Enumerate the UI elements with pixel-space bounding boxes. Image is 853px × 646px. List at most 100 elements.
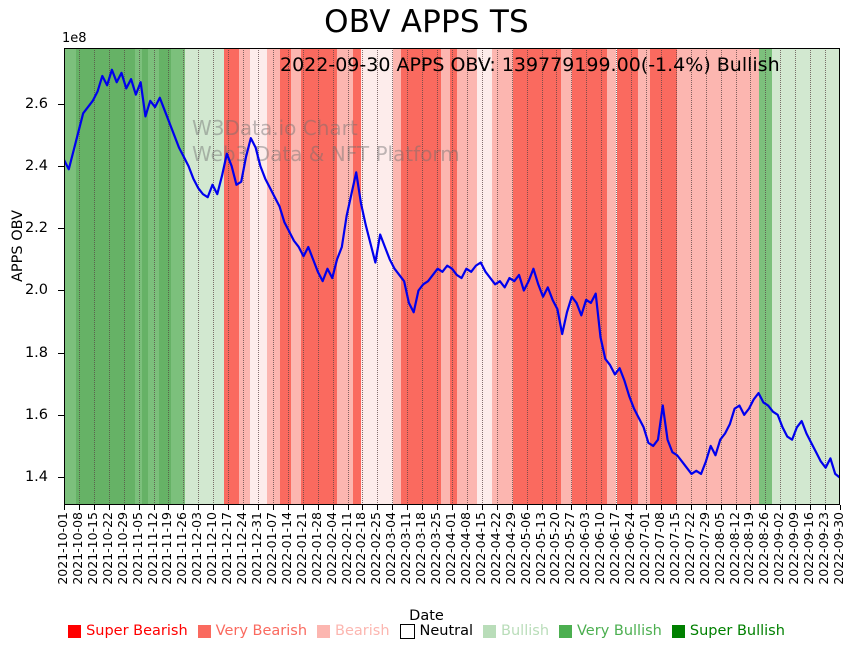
x-axis-tick-label: 2021-12-24 <box>234 512 250 585</box>
x-axis-tick-label: 2021-12-03 <box>189 512 205 585</box>
x-axis-tick-label: 2022-01-14 <box>278 512 294 585</box>
x-axis-tick-label: 2022-03-25 <box>428 512 444 585</box>
y-axis-tick-label: 2.4 <box>24 158 48 175</box>
x-axis-tick-label: 2022-04-08 <box>457 512 473 585</box>
x-axis-tick-label: 2022-04-22 <box>487 512 503 585</box>
x-axis-tick-mark <box>556 505 558 510</box>
x-axis-tick-label: 2021-11-19 <box>159 512 175 585</box>
sentiment-band <box>337 48 353 505</box>
sentiment-band <box>393 48 401 505</box>
x-axis-tick-mark <box>302 505 304 510</box>
x-axis-tick-label: 2021-11-12 <box>144 512 160 585</box>
y-axis-tick-mark <box>58 103 64 105</box>
sentiment-band <box>560 48 573 505</box>
sentiment-band <box>649 48 678 505</box>
y-axis-tick-mark <box>58 166 64 168</box>
x-axis-tick-mark <box>362 505 364 510</box>
x-axis-tick-mark <box>466 505 468 510</box>
sentiment-band <box>223 48 240 505</box>
x-axis-tick-label: 2022-06-24 <box>622 512 638 585</box>
x-axis-tick-mark <box>78 505 80 510</box>
x-axis-tick-mark <box>243 505 245 510</box>
x-axis-tick-mark <box>586 505 588 510</box>
legend-item[interactable]: Bearish <box>317 623 390 639</box>
x-axis-tick-mark <box>123 505 125 510</box>
y-axis-tick-mark <box>58 290 64 292</box>
x-axis-tick-mark <box>287 505 289 510</box>
x-axis-tick-mark <box>571 505 573 510</box>
legend-item[interactable]: Bullish <box>483 623 549 639</box>
plot-area[interactable]: W3Data.io Chart Web3 Data & NFT Platform <box>64 48 840 505</box>
x-axis-tick-label: 2021-10-01 <box>55 512 70 585</box>
x-axis-tick-label: 2022-07-15 <box>666 512 682 585</box>
sentiment-band <box>456 48 477 505</box>
sentiment-band <box>239 48 251 505</box>
x-axis-tick-mark <box>422 505 424 510</box>
x-axis-tick-label: 2022-04-01 <box>443 512 458 585</box>
sentiment-band <box>135 48 142 505</box>
x-axis-tick-label: 2022-08-12 <box>726 512 742 585</box>
x-axis-tick-mark <box>705 505 707 510</box>
y-axis-exponent-label: 1e8 <box>62 31 87 46</box>
legend-label: Very Bullish <box>577 623 662 639</box>
sentiment-band <box>290 48 302 505</box>
x-axis-tick-label: 2021-10-22 <box>99 512 115 585</box>
sentiment-band <box>64 48 77 505</box>
sentiment-band-layer <box>64 48 840 505</box>
y-axis-tick-mark <box>58 414 64 416</box>
sentiment-band <box>616 48 639 505</box>
x-axis-tick-mark <box>690 505 692 510</box>
x-axis-tick-label: 2021-10-29 <box>114 512 130 585</box>
x-axis-tick-label: 2022-06-03 <box>577 512 593 585</box>
legend-swatch <box>559 624 573 638</box>
x-axis-tick-mark <box>810 505 812 510</box>
x-axis-tick-mark <box>377 505 379 510</box>
x-axis-tick-mark <box>183 505 185 510</box>
x-axis-tick-mark <box>258 505 259 510</box>
x-axis-tick-mark <box>138 505 140 510</box>
sentiment-legend: Super Bearish Very Bearish Bearish Neutral B… <box>0 619 853 643</box>
x-axis-tick-label: 2022-07-01 <box>637 512 652 585</box>
legend-label: Bullish <box>501 623 550 639</box>
x-axis-tick-label: 2022-08-26 <box>756 512 772 585</box>
x-axis-tick-mark <box>631 505 633 510</box>
x-axis-tick-mark <box>526 505 528 510</box>
x-axis-tick-mark <box>541 505 543 510</box>
legend-item[interactable]: Very Bearish <box>197 623 308 639</box>
x-axis-tick-label: 2021-11-05 <box>129 512 145 585</box>
y-axis-tick-labels: 1.4 1.6 1.8 2.0 2.2 2.4 2.6 <box>0 48 58 505</box>
x-axis-tick-label: 2022-03-18 <box>413 512 429 585</box>
x-axis-tick-mark <box>437 505 439 510</box>
x-axis-tick-mark <box>601 505 603 510</box>
x-axis-tick-mark <box>153 505 155 510</box>
x-axis-title: Date <box>409 608 444 624</box>
sentiment-band <box>76 48 136 505</box>
legend-swatch <box>68 624 82 638</box>
legend-label: Very Bearish <box>215 623 308 639</box>
x-axis-tick-label: 2021-12-31 <box>249 512 264 585</box>
legend-item[interactable]: Super Bearish <box>68 623 188 639</box>
x-axis-tick-label: 2022-01-28 <box>308 512 324 585</box>
x-axis-tick-mark <box>616 505 618 510</box>
x-axis-tick-mark <box>64 505 65 510</box>
y-axis-tick-mark <box>58 228 64 230</box>
legend-item[interactable]: Very Bullish <box>559 623 662 639</box>
x-axis-tick-mark <box>675 505 677 510</box>
x-axis-tick-mark <box>108 505 110 510</box>
x-axis-tick-label: 2022-05-06 <box>517 512 533 585</box>
x-axis-tick-label: 2022-05-13 <box>532 512 548 585</box>
x-axis-tick-mark <box>481 505 483 510</box>
sentiment-band <box>185 48 224 505</box>
legend-item[interactable]: Neutral <box>399 623 473 639</box>
x-axis-tick-labels: 2021-10-01 2021-10-08 2021-10-15 2021-10-22… <box>55 512 846 600</box>
x-axis-tick-label: 2021-12-10 <box>204 512 220 585</box>
hover-annotation-label: 2022-09-30 APPS OBV: 139779199.00(-1.4%)… <box>280 54 780 76</box>
obv-line <box>64 68 840 479</box>
x-axis-tick-label: 2022-04-15 <box>472 512 488 585</box>
legend-item[interactable]: Super Bullish <box>671 623 785 639</box>
legend-swatch <box>483 624 497 638</box>
sentiment-band <box>141 48 148 505</box>
legend-swatch <box>317 624 331 638</box>
sentiment-band <box>476 48 493 505</box>
x-axis-tick-mark <box>272 505 274 510</box>
